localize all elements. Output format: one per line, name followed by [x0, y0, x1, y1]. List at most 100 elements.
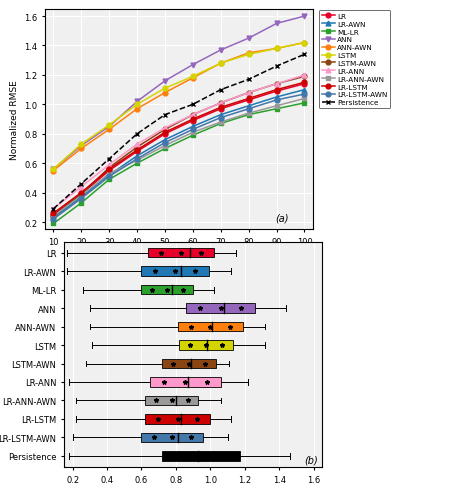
Persistence [273, 64, 279, 70]
Persistence [246, 77, 252, 83]
Bar [162, 359, 216, 368]
LR-ANN [134, 142, 140, 148]
LR-LSTM [273, 88, 279, 93]
Line: Persistence: Persistence [51, 53, 307, 212]
LR-ANN-AWN [79, 193, 84, 199]
LR-LSTM-AWN [79, 196, 84, 202]
ANN-AWN [301, 41, 307, 46]
Persistence [106, 156, 112, 162]
Line: LR: LR [51, 82, 307, 218]
Y-axis label: Normalized RMSE: Normalized RMSE [9, 80, 18, 160]
LSTM-AWN [79, 192, 84, 197]
LR [134, 149, 140, 155]
LR-ANN-AWN [162, 143, 168, 149]
LR-LSTM-AWN [106, 174, 112, 180]
LSTM [190, 75, 196, 80]
LR-ANN [162, 126, 168, 132]
Bar [141, 433, 203, 442]
LR-LSTM-AWN [246, 106, 252, 112]
LR-ANN [246, 91, 252, 96]
ML-LR [134, 161, 140, 166]
LSTM [106, 123, 112, 129]
LR-ANN [190, 112, 196, 118]
LR-ANN [218, 101, 224, 106]
Bar [141, 285, 193, 295]
LR-LSTM-AWN [190, 127, 196, 133]
ANN [301, 14, 307, 20]
LR-LSTM [301, 80, 307, 86]
LR [246, 98, 252, 104]
LSTM-AWN [134, 145, 140, 151]
LR-LSTM [246, 96, 252, 102]
LR-LSTM-AWN [162, 140, 168, 146]
Line: LSTM-AWN: LSTM-AWN [51, 75, 307, 219]
Bar [145, 414, 210, 424]
Line: LSTM: LSTM [51, 41, 307, 172]
LR-LSTM [134, 148, 140, 153]
LSTM-AWN [106, 166, 112, 171]
LR-AWN [246, 104, 252, 109]
Bar [150, 378, 221, 387]
LSTM [301, 41, 307, 46]
ANN [218, 48, 224, 54]
LR-LSTM [106, 167, 112, 173]
Line: LR-LSTM-AWN: LR-LSTM-AWN [51, 92, 307, 222]
LR-AWN [218, 112, 224, 118]
LSTM-AWN [246, 91, 252, 96]
LSTM [246, 52, 252, 58]
Line: ANN-AWN: ANN-AWN [51, 41, 307, 174]
ANN-AWN [134, 106, 140, 112]
LR [190, 119, 196, 124]
ANN [190, 62, 196, 68]
LR-AWN [51, 215, 56, 221]
Persistence [79, 182, 84, 187]
ML-LR [273, 106, 279, 112]
LR-LSTM [51, 211, 56, 217]
X-axis label: Forecast lead time (in days): Forecast lead time (in days) [116, 252, 242, 261]
ML-LR [246, 112, 252, 118]
ML-LR [79, 200, 84, 206]
Line: LR-AWN: LR-AWN [51, 88, 307, 221]
LR-ANN-AWN [134, 158, 140, 164]
Bar [178, 322, 243, 332]
LR-ANN-AWN [190, 130, 196, 136]
LR [301, 82, 307, 88]
LR [51, 212, 56, 218]
ANN-AWN [106, 127, 112, 133]
Legend: LR, LR-AWN, ML-LR, ANN, ANN-AWN, LSTM, LSTM-AWN, LR-ANN, LR-ANN-AWN, LR-LSTM, LR: LR, LR-AWN, ML-LR, ANN, ANN-AWN, LSTM, L… [319, 11, 390, 109]
LR-ANN [79, 184, 84, 190]
ML-LR [190, 133, 196, 139]
Line: LR-LSTM: LR-LSTM [51, 81, 307, 216]
Persistence [218, 88, 224, 93]
LR-AWN [190, 124, 196, 130]
LR-LSTM-AWN [301, 92, 307, 98]
LR-AWN [162, 137, 168, 143]
LSTM-AWN [301, 75, 307, 80]
LR-ANN-AWN [246, 111, 252, 117]
LR-LSTM-AWN [218, 115, 224, 121]
LR-AWN [79, 195, 84, 200]
LSTM-AWN [218, 101, 224, 106]
LR-LSTM [218, 105, 224, 111]
ANN-AWN [79, 146, 84, 152]
Persistence [190, 102, 196, 108]
LR-ANN [51, 207, 56, 212]
LR-ANN-AWN [218, 120, 224, 126]
Bar [186, 303, 255, 313]
LR-ANN [106, 163, 112, 168]
Bar [145, 396, 198, 406]
LR-LSTM [190, 117, 196, 123]
Bar [162, 451, 240, 461]
Line: ML-LR: ML-LR [51, 101, 307, 227]
ANN-AWN [51, 168, 56, 174]
LSTM [134, 102, 140, 108]
ML-LR [162, 146, 168, 152]
LR-AWN [106, 173, 112, 179]
ML-LR [301, 101, 307, 106]
ANN-AWN [273, 46, 279, 52]
ANN-AWN [246, 51, 252, 57]
LR-AWN [134, 153, 140, 159]
ANN [162, 79, 168, 85]
LR-AWN [301, 88, 307, 93]
Persistence [301, 52, 307, 58]
